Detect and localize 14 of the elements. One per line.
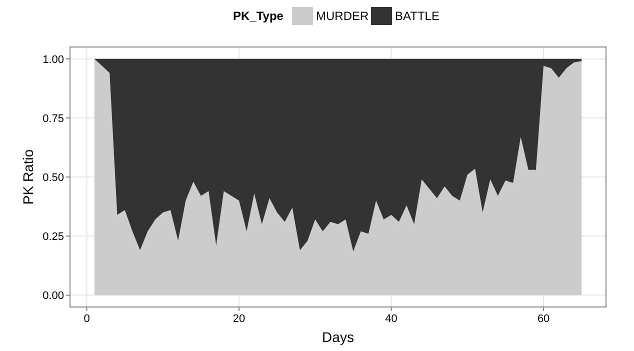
legend-title: PK_Type (233, 9, 284, 23)
x-tick-label: 20 (232, 313, 246, 325)
legend-label: BATTLE (395, 9, 440, 23)
legend-label: MURDER (316, 9, 369, 23)
x-tick-label: 0 (84, 313, 90, 325)
x-axis-title: Days (322, 329, 354, 345)
y-tick-label: 0.00 (42, 290, 64, 302)
y-tick-label: 0.25 (42, 231, 64, 244)
y-tick-label: 0.75 (42, 112, 64, 125)
y-tick-label: 0.50 (42, 172, 64, 184)
x-tick-label: 60 (537, 313, 550, 325)
x-tick-label: 40 (385, 313, 398, 325)
y-tick-label: 1.00 (42, 54, 64, 66)
y-axis-title: PK Ratio (20, 149, 36, 205)
